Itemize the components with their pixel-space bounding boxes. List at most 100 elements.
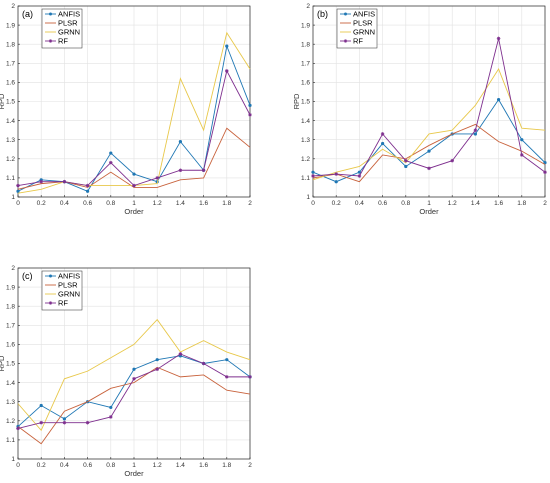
x-tick-label: 1.8 [222,200,231,207]
y-tick-label: 1.2 [6,156,15,163]
data-point [39,420,43,425]
x-tick-label: 0.4 [60,462,69,469]
x-tick-label: 1.6 [199,200,208,207]
x-tick-label: 1.6 [199,462,208,469]
data-point [381,141,385,146]
data-point [85,420,90,425]
x-tick-label: 1.8 [222,462,231,469]
data-point [132,183,136,188]
data-point [225,44,229,48]
legend-marker [344,12,347,16]
data-point [39,179,43,184]
legend-label: ANFIS [58,10,80,19]
x-tick-label: 0.8 [106,200,115,207]
data-point [155,367,159,372]
data-point [225,69,229,73]
y-tick-label: 1.3 [6,399,15,406]
series-grnn [312,68,546,181]
data-point [132,367,136,371]
series-line-plsr [312,123,546,183]
legend-label: ANFIS [58,272,80,281]
legend-label: RF [353,37,363,46]
data-point [201,361,206,366]
y-tick-label: 1.5 [301,99,310,106]
x-tick-label: 1.8 [517,200,526,207]
x-tick-label: 0.4 [60,200,69,207]
data-point [311,170,315,174]
x-tick-label: 0.4 [355,200,364,207]
x-tick-label: 1.6 [494,200,503,207]
data-point [132,172,136,176]
y-tick-label: 1.9 [6,284,15,291]
x-tick-label: 0 [16,200,20,207]
x-tick-label: 2 [248,200,252,207]
data-point [334,180,338,184]
chart-panel-3: 0 0.2 0.4 0.6 0.8 1 1.2 1.4 1.6 1.8 2 1 1.1 1.2 1.3 1.4… [0,265,252,478]
x-tick-label: 0 [311,200,315,207]
data-point [520,153,524,157]
y-tick-label: 1 [11,194,15,201]
y-tick-label: 1.4 [301,118,310,125]
x-tick-label: 0.8 [401,200,410,207]
data-point [86,189,90,193]
data-point [16,189,20,193]
y-tick-label: 1.9 [301,22,310,29]
data-point [248,113,252,117]
y-tick-label: 1 [306,194,310,201]
x-tick-label: 1.2 [448,200,457,207]
x-tick-label: 0.2 [37,200,46,207]
data-point [496,36,501,41]
data-point [39,403,43,408]
data-point [109,415,113,419]
series-plsr [312,123,546,183]
x-tick-label: 0.2 [37,462,46,469]
data-point [16,426,20,431]
legend-label: PLSR [58,19,78,28]
panel-label: (a) [22,9,33,19]
data-point [334,172,338,176]
x-tick-label: 1.2 [153,462,162,469]
data-point [380,132,385,136]
data-point [201,168,206,173]
data-point [178,168,183,173]
y-tick-label: 1.4 [6,118,15,125]
y-tick-label: 1.3 [301,137,310,144]
y-tick-label: 1.1 [6,437,15,444]
x-tick-label: 1.4 [471,200,480,207]
series-line-plsr [17,127,251,190]
y-tick-label: 1.6 [301,80,310,87]
data-point [357,170,361,174]
y-tick-label: 1.7 [6,323,15,330]
legend-box [336,8,378,49]
y-tick-label: 1.6 [6,80,15,87]
series-line-grnn [312,68,546,181]
legend-marker [48,39,53,43]
x-tick-label: 0.2 [332,200,341,207]
panel-label: (b) [317,9,328,19]
data-point [497,97,501,102]
data-point [155,358,159,362]
legend-label: PLSR [353,19,373,28]
data-point [109,151,113,155]
series-rf [16,352,252,431]
x-axis-label: Order [124,207,144,216]
data-point [404,164,408,169]
data-point [178,140,182,144]
x-tick-label: 1 [132,462,136,469]
y-tick-label: 1.2 [301,156,310,163]
y-tick-label: 1.9 [6,22,15,29]
data-point [155,176,159,180]
y-tick-label: 1.8 [6,41,15,48]
legend-marker [49,274,52,278]
y-axis-label: RPD [292,93,301,109]
data-point [178,352,183,356]
y-tick-label: 1.7 [301,61,310,68]
x-tick-label: 0 [16,462,20,469]
x-axis-label: Order [419,207,439,216]
y-tick-label: 2 [11,265,15,272]
legend-label: ANFIS [353,10,375,19]
y-tick-label: 1.4 [6,380,15,387]
